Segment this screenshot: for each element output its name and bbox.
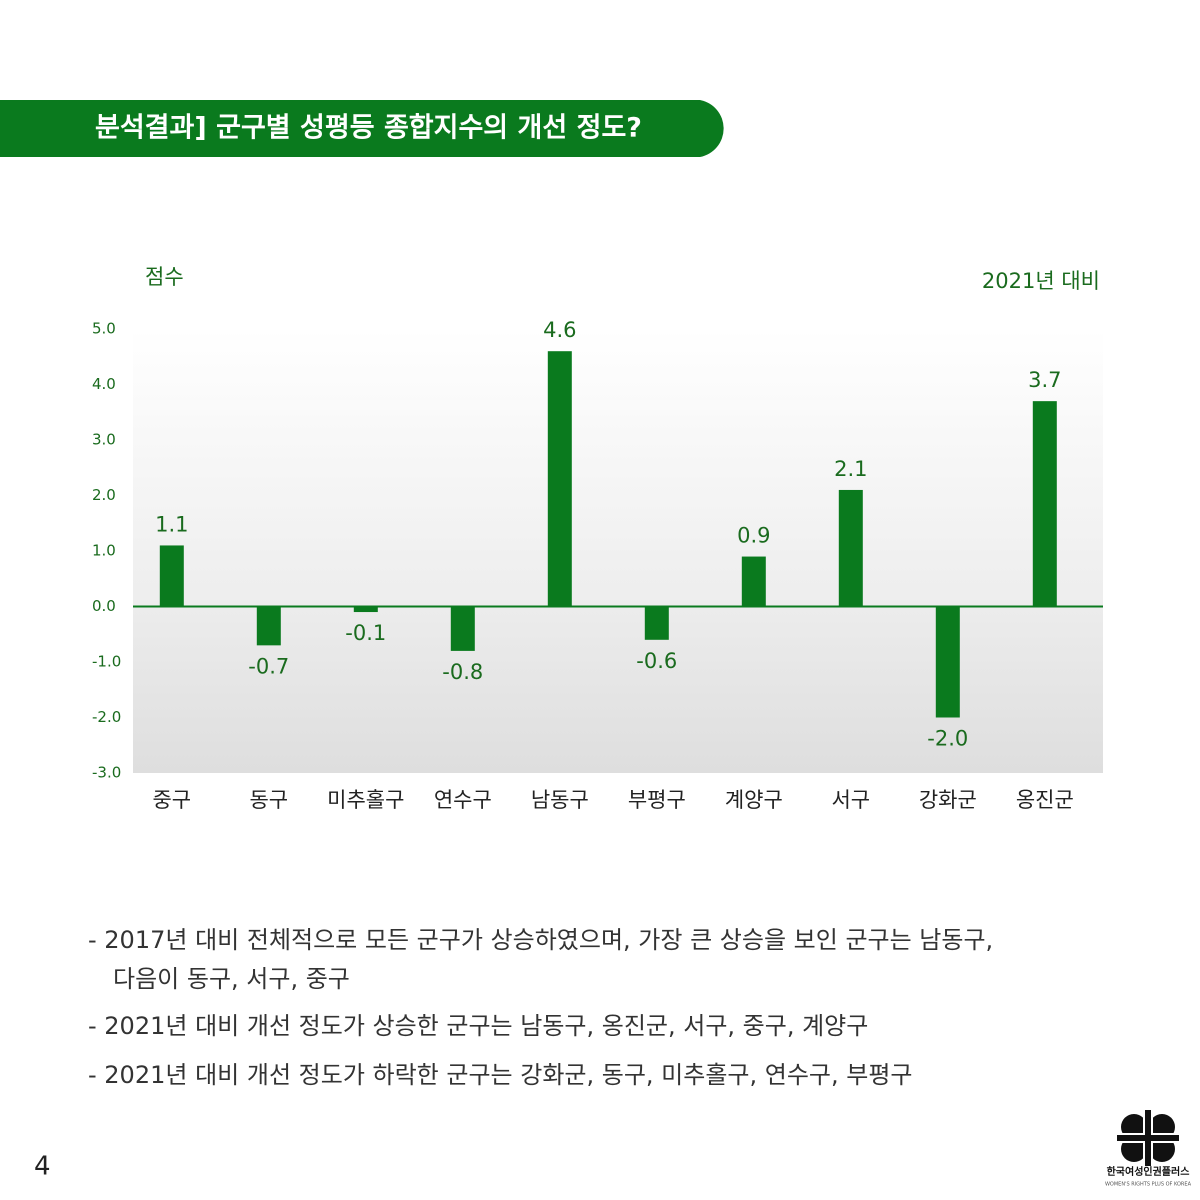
header-title: 분석결과] 군구별 성평등 종합지수의 개선 정도? xyxy=(95,113,642,144)
value-label: 3.7 xyxy=(1028,368,1061,392)
value-label: -0.6 xyxy=(636,649,677,673)
y-tick-label: -3.0 xyxy=(92,764,121,782)
note-line: - 2021년 대비 개선 정도가 하락한 군구는 강화군, 동구, 미추홀구,… xyxy=(88,1061,913,1089)
y-tick-label: 0.0 xyxy=(92,597,116,615)
bar xyxy=(159,545,184,607)
bar xyxy=(353,606,378,613)
x-tick-label: 연수구 xyxy=(434,788,492,812)
y-tick-label: 5.0 xyxy=(92,320,116,338)
y-tick-label: 1.0 xyxy=(92,542,116,560)
value-label: 4.6 xyxy=(543,318,576,342)
bar xyxy=(547,351,572,607)
value-label: -0.7 xyxy=(248,654,289,678)
x-tick-label: 계양구 xyxy=(725,788,783,812)
value-label: 1.1 xyxy=(155,512,188,536)
x-tick-label: 동구 xyxy=(249,788,288,812)
x-tick-label: 부평구 xyxy=(628,788,686,812)
header-bar xyxy=(0,100,724,157)
value-label: -0.8 xyxy=(442,660,483,684)
x-tick-label: 미추홀구 xyxy=(327,788,404,812)
bar xyxy=(644,606,669,640)
note-line: - 2017년 대비 전체적으로 모든 군구가 상승하였으며, 가장 큰 상승을… xyxy=(88,926,993,954)
x-tick-label: 서구 xyxy=(831,788,870,812)
value-label: 2.1 xyxy=(834,457,867,481)
bar xyxy=(1032,401,1057,607)
page-number: 4 xyxy=(34,1152,51,1182)
y-tick-label: -1.0 xyxy=(92,653,121,671)
logo-icon xyxy=(1112,1105,1184,1171)
note-line: 다음이 동구, 서구, 중구 xyxy=(113,965,350,993)
y-tick-label: -2.0 xyxy=(92,708,121,726)
plot-bg-upper xyxy=(133,329,1103,607)
chart-note: 2021년 대비 xyxy=(982,269,1100,293)
bar xyxy=(741,556,766,607)
bar xyxy=(935,606,960,718)
note-line: - 2021년 대비 개선 정도가 상승한 군구는 남동구, 옹진군, 서구, … xyxy=(88,1012,868,1040)
bar xyxy=(838,489,863,607)
notes: - 2017년 대비 전체적으로 모든 군구가 상승하였으며, 가장 큰 상승을… xyxy=(88,926,993,1089)
x-tick-label: 중구 xyxy=(152,788,191,812)
bar xyxy=(256,606,281,646)
y-tick-label: 3.0 xyxy=(92,431,116,449)
y-axis-label: 점수 xyxy=(145,265,184,289)
y-tick-label: 4.0 xyxy=(92,375,116,393)
value-label: -2.0 xyxy=(927,727,968,751)
bar xyxy=(450,606,475,651)
plot: 5.0 4.0 3.0 2.0 1.0 0.0 -1.0 -2.0 -3.0 중구 1.1 동구 -0.… xyxy=(92,318,1103,812)
logo-name: 한국여성인권플러스 xyxy=(1107,1165,1190,1178)
x-tick-label: 옹진군 xyxy=(1016,788,1074,812)
x-tick-label: 강화군 xyxy=(919,788,977,812)
value-label: -0.1 xyxy=(345,621,386,645)
y-tick-label: 2.0 xyxy=(92,486,116,504)
x-tick-label: 남동구 xyxy=(531,788,589,812)
logo-subtitle: WOMEN'S RIGHTS PLUS OF KOREA xyxy=(1105,1182,1192,1188)
value-label: 0.9 xyxy=(737,524,770,548)
